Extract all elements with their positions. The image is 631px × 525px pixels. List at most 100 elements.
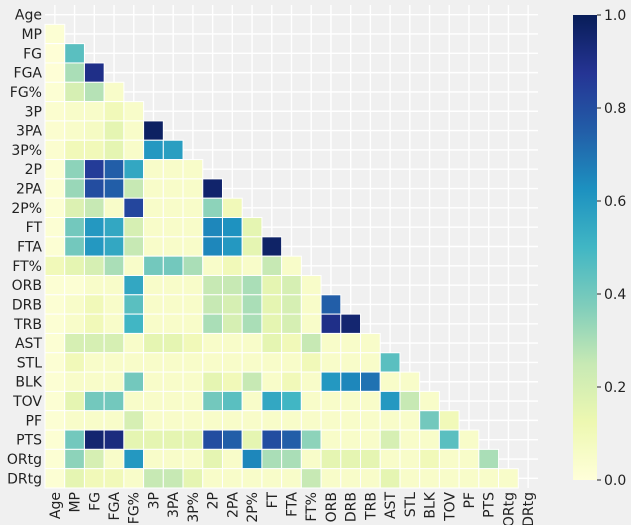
heatmap-cell-3PA-Age xyxy=(44,120,66,141)
heatmap-cell-3P-FGA xyxy=(103,101,125,122)
heatmap-cell-FTA-2P% xyxy=(241,236,263,257)
heatmap-cell-2P-3P xyxy=(143,159,164,180)
heatmap-cell-DRtg-FG xyxy=(83,468,105,489)
heatmap-cell-ORtg-2PA xyxy=(221,448,243,470)
heatmap-cell-FTA-3P% xyxy=(182,236,204,257)
heatmap-cell-ORB-FGA xyxy=(103,274,125,296)
heatmap-cell-FT%-2P xyxy=(202,255,223,276)
x-tick-label: FT% xyxy=(304,492,320,522)
heatmap-cell-PTS-FTA xyxy=(281,429,302,450)
heatmap-cell-TRB-FG% xyxy=(123,313,145,334)
colorbar-tick-labels: 0.0 0.2 0.4 0.6 0.8 1.0 xyxy=(597,8,626,489)
heatmap-cell-AST-FTA xyxy=(281,332,302,354)
heatmap-cell-STL-FTA xyxy=(281,352,302,373)
heatmap-cell-ORB-3P% xyxy=(182,274,204,296)
heatmap-cell-PTS-2PA xyxy=(221,429,243,450)
heatmap-cell-3PA-3P xyxy=(143,120,164,141)
heatmap-cell-DRtg-Age xyxy=(44,468,66,489)
heatmap-cell-TOV-FG xyxy=(83,390,105,412)
heatmap-cell-DRtg-BLK xyxy=(419,468,440,489)
heatmap-cell-PF-3PA xyxy=(162,410,184,431)
heatmap-cell-FG%-Age xyxy=(44,81,66,103)
heatmap-cell-BLK-TRB xyxy=(360,371,381,392)
x-tick-label: DRB xyxy=(344,492,360,522)
heatmap-cell-FT-2P% xyxy=(241,217,263,238)
heatmap-cell-TOV-3P xyxy=(143,390,164,412)
heatmap-cell-BLK-3P xyxy=(143,371,164,392)
heatmap-cell-AST-3P xyxy=(143,332,164,354)
y-tick-label: DRtg xyxy=(7,471,42,487)
heatmap-cell-2P-FG xyxy=(83,159,105,180)
heatmap-cell-FTA-2PA xyxy=(221,236,243,257)
heatmap-cell-PTS-FT xyxy=(261,429,283,450)
heatmap-cell-ORtg-FTA xyxy=(281,448,302,470)
heatmap-cell-ORB-2PA xyxy=(221,274,243,296)
heatmap-cell-PF-BLK xyxy=(419,410,440,431)
heatmap-cell-PF-TOV xyxy=(438,410,460,431)
heatmap-cell-BLK-2PA xyxy=(221,371,243,392)
heatmap-cell-TOV-ORB xyxy=(320,390,342,412)
heatmap-cell-TOV-FG% xyxy=(123,390,145,412)
y-tick-label: FGA xyxy=(14,66,43,82)
heatmap-cell-ORtg-FG% xyxy=(123,448,145,470)
heatmap-cell-PF-Age xyxy=(44,410,66,431)
heatmap-cell-DRtg-AST xyxy=(379,468,401,489)
heatmap-cell-FT-Age xyxy=(44,217,66,238)
x-tick-label: 2P% xyxy=(245,492,261,523)
heatmap-cell-FGA-Age xyxy=(44,62,66,83)
heatmap-cell-FT-MP xyxy=(64,217,85,238)
heatmap-cell-ORtg-FGA xyxy=(103,448,125,470)
heatmap-cell-BLK-AST xyxy=(379,371,401,392)
colorbar-tick-label: 0.8 xyxy=(604,101,626,117)
heatmap-cell-PF-2P% xyxy=(241,410,263,431)
heatmap-cell-ORB-3PA xyxy=(162,274,184,296)
heatmap-cell-MP-Age xyxy=(44,23,66,45)
heatmap-cell-PF-2PA xyxy=(221,410,243,431)
heatmap-cell-BLK-3PA xyxy=(162,371,184,392)
heatmap-cell-3PA-FG xyxy=(83,120,105,141)
x-tick-label: 3P% xyxy=(186,492,202,523)
heatmap-cell-PTS-AST xyxy=(379,429,401,450)
heatmap-cell-ORB-FG xyxy=(83,274,105,296)
heatmap-cell-FT-FGA xyxy=(103,217,125,238)
y-tick-label: FT% xyxy=(12,259,42,275)
heatmap-cell-AST-FG xyxy=(83,332,105,354)
x-tick-labels: Age MP FG FGA FG% 3P 3PA 3P% 2P 2PA 2P% FT FTA FT% ORB… xyxy=(48,491,537,525)
y-tick-label: PF xyxy=(26,413,43,429)
y-tick-label: MP xyxy=(21,27,42,43)
heatmap-cell-TRB-Age xyxy=(44,313,66,334)
heatmap-cell-PTS-TRB xyxy=(360,429,381,450)
heatmap-cell-FTA-FGA xyxy=(103,236,125,257)
heatmap-cell-DRtg-FG% xyxy=(123,468,145,489)
heatmap-cell-3P%-FG% xyxy=(123,139,145,161)
heatmap-cell-ORtg-STL xyxy=(399,448,421,470)
heatmap-cell-DRB-3P% xyxy=(182,294,204,315)
y-tick-label: TRB xyxy=(13,317,42,333)
heatmap-cell-STL-FG xyxy=(83,352,105,373)
x-tick-label: 3PA xyxy=(166,492,182,518)
heatmap-cell-FG%-FGA xyxy=(103,81,125,103)
heatmap-cell-2P%-2P xyxy=(202,197,223,219)
heatmap-cell-3PA-MP xyxy=(64,120,85,141)
heatmap-cell-BLK-FTA xyxy=(281,371,302,392)
heatmap-cell-ORB-FT% xyxy=(300,274,322,296)
heatmap-cell-DRB-ORB xyxy=(320,294,342,315)
x-tick-label: 2P xyxy=(206,492,222,509)
heatmap-cell-FTA-Age xyxy=(44,236,66,257)
heatmap-cell-ORtg-DRB xyxy=(340,448,362,470)
heatmap-cell-DRB-2P% xyxy=(241,294,263,315)
heatmap-cell-DRtg-FGA xyxy=(103,468,125,489)
heatmap-cell-3P%-3PA xyxy=(162,139,184,161)
heatmap-cell-AST-DRB xyxy=(340,332,362,354)
heatmap-cell-PTS-STL xyxy=(399,429,421,450)
heatmap-cell-TRB-DRB xyxy=(340,313,362,334)
heatmap-cell-ORtg-3PA xyxy=(162,448,184,470)
heatmap-cell-2PA-FG% xyxy=(123,178,145,199)
heatmap-cell-AST-FG% xyxy=(123,332,145,354)
x-tick-label: DRtg xyxy=(521,492,537,525)
heatmap-cell-ORtg-2P% xyxy=(241,448,263,470)
heatmap-cell-TOV-3P% xyxy=(182,390,204,412)
heatmap-cell-STL-2P xyxy=(202,352,223,373)
heatmap-cell-FGA-MP xyxy=(64,62,85,83)
heatmap-cell-2P%-Age xyxy=(44,197,66,219)
